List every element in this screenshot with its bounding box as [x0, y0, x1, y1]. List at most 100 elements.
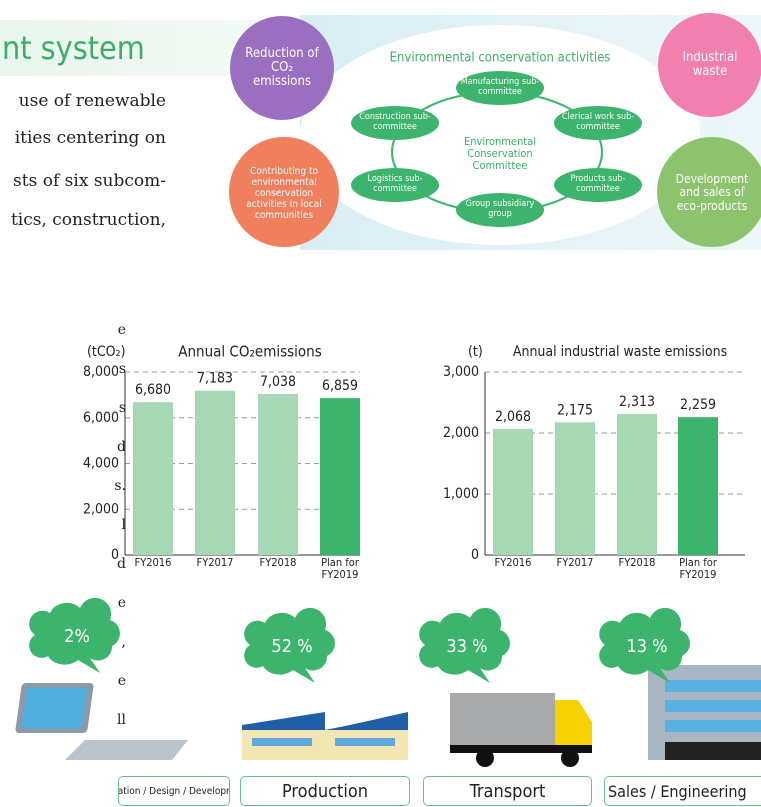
- value-label: 2,259: [680, 397, 716, 413]
- text-fragment: e: [117, 322, 126, 338]
- y-tick-label: 4,000: [83, 456, 119, 472]
- chart-title: Annual CO₂emissions: [178, 343, 322, 361]
- circle-eco: [657, 137, 761, 247]
- committee-text: Products sub-committee: [570, 174, 626, 194]
- header-title: nt system: [2, 29, 145, 67]
- x-tick: Plan for FY2019: [321, 557, 359, 581]
- y-label: (t): [468, 344, 483, 360]
- value-label: 6,680: [135, 382, 171, 398]
- speech-bubble: [419, 607, 510, 683]
- speech-bubble: [29, 597, 120, 673]
- icons: [15, 665, 761, 767]
- text-fragment: d: [117, 556, 126, 572]
- y-tick-label: 0: [111, 547, 119, 563]
- laptop-base: [65, 740, 188, 760]
- circle-waste: [658, 13, 761, 117]
- outer-label: Development and sales of eco-products: [675, 172, 749, 213]
- speech-bubble: [244, 607, 335, 683]
- share-value: 52 %: [271, 636, 312, 657]
- x-tick: Plan for FY2019: [679, 557, 717, 581]
- committee-text: Clerical work sub-committee: [561, 112, 635, 132]
- share-label: Administration / Design / Development si…: [118, 776, 230, 806]
- bar: [678, 417, 718, 555]
- outer-label: Industrial waste: [682, 49, 738, 79]
- outer-label: Contributing to environmental conservati…: [246, 165, 322, 221]
- committee-text: Construction sub-committee: [359, 112, 431, 132]
- committee: [554, 106, 642, 140]
- committee-text: Group subsidiary group: [465, 199, 535, 219]
- share-value: 33 %: [446, 636, 487, 657]
- building-window: [665, 680, 761, 692]
- center-label: Environmental Conservation Committee: [464, 134, 536, 173]
- outer-text: Contributing to environmental conservati…: [246, 165, 322, 221]
- committee: [554, 168, 642, 202]
- bar: [493, 428, 533, 555]
- bar: [320, 398, 360, 555]
- building-window: [665, 720, 761, 732]
- intro-line: tics, construction,: [10, 210, 166, 230]
- x-tick-label: Plan for FY2019: [679, 557, 717, 581]
- x-tick-label: Plan for FY2019: [321, 557, 359, 581]
- text-fragment: l: [121, 517, 126, 533]
- intro-line: ities centering on: [14, 128, 166, 148]
- circle-co2: [230, 16, 334, 120]
- value-label: 2,175: [557, 402, 593, 418]
- intro-line: sts of six subcom-: [13, 171, 166, 191]
- committee-text: Logistics sub-committee: [367, 174, 423, 194]
- y-tick-label: 0: [471, 547, 479, 563]
- diagram-title: Environmental conservation activities: [390, 51, 611, 66]
- intro-line: use of renewable: [18, 91, 166, 111]
- speech-bubble: [599, 607, 690, 683]
- value-label: 7,038: [260, 374, 296, 390]
- wheel: [561, 749, 579, 767]
- committee: [456, 193, 544, 227]
- text-fragment: d: [117, 439, 126, 455]
- x-tick-label: FY2017: [556, 557, 594, 569]
- text-fragment: s.: [114, 478, 126, 494]
- bar: [133, 402, 173, 555]
- text-fragment: e: [117, 673, 126, 689]
- bar: [195, 390, 235, 555]
- share-label: Production: [240, 776, 410, 806]
- committee-label: Products sub-committee: [570, 174, 626, 194]
- share-label: Sales / Engineering: [604, 776, 761, 806]
- text-fragment: ll: [117, 712, 126, 728]
- x-tick: FY2018: [259, 557, 297, 569]
- truck-chassis: [450, 745, 592, 753]
- truck-box: [450, 693, 555, 748]
- factory-window: [335, 738, 395, 746]
- building-window: [665, 700, 761, 712]
- text-fragment: s: [118, 361, 126, 377]
- chart-title: Annual industrial waste emissions: [513, 344, 727, 360]
- committee-label: Logistics sub-committee: [367, 174, 423, 194]
- value-label: 6,859: [322, 378, 358, 394]
- truck-cab: [555, 700, 592, 748]
- x-tick-label: FY2018: [259, 557, 297, 569]
- text-fragment: ,: [121, 634, 126, 650]
- outer-text: Development and sales of eco-products: [675, 172, 749, 213]
- value-label: 7,183: [197, 371, 233, 387]
- share-value: 13 %: [626, 636, 667, 657]
- center-text: Environmental Conservation Committee: [464, 134, 536, 173]
- committee-text: Manufacturing sub-committee: [460, 77, 540, 97]
- y-tick-label: 6,000: [83, 410, 119, 426]
- value-label: 2,313: [619, 394, 655, 410]
- share-label: Transport: [423, 776, 592, 806]
- x-tick-label: FY2017: [196, 557, 234, 569]
- x-tick-label: FY2016: [134, 557, 172, 569]
- outer-text: Industrial waste: [682, 49, 738, 79]
- x-tick: FY2017: [556, 557, 594, 569]
- outer-label: Reduction of CO₂ emissions: [245, 46, 318, 89]
- committee-label: Group subsidiary group: [465, 199, 535, 219]
- x-tick: FY2016: [134, 557, 172, 569]
- text-fragment: e: [117, 595, 126, 611]
- y-tick-label: 1,000: [443, 486, 479, 502]
- x-tick: FY2018: [618, 557, 656, 569]
- share-value: 2%: [64, 626, 90, 647]
- bar: [555, 422, 595, 555]
- x-tick-label: FY2018: [618, 557, 656, 569]
- factory-window: [252, 738, 312, 746]
- value-label: 2,068: [495, 409, 531, 425]
- x-tick: FY2017: [196, 557, 234, 569]
